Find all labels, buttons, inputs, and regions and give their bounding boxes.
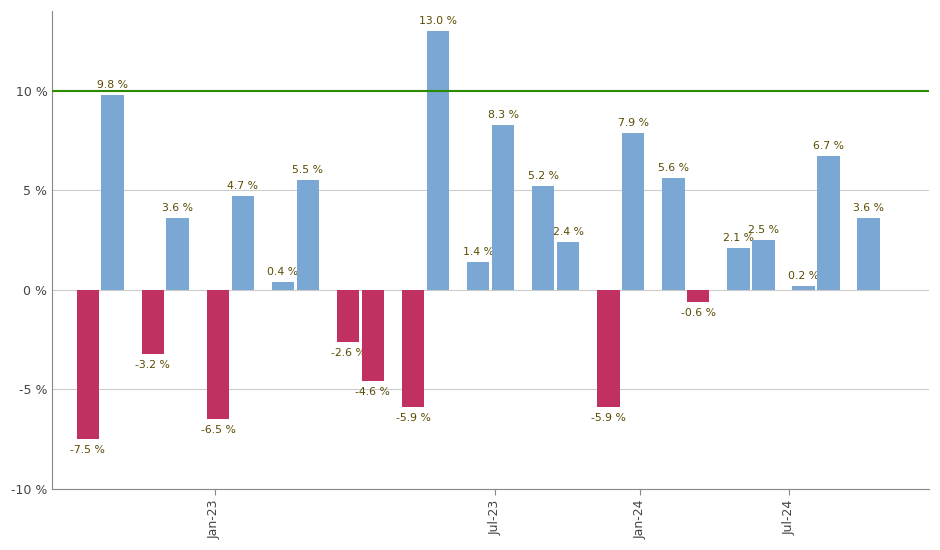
Bar <box>752 240 775 290</box>
Bar <box>337 290 359 342</box>
Bar <box>792 286 815 290</box>
Text: 1.4 %: 1.4 % <box>462 247 494 257</box>
Bar <box>857 218 880 290</box>
Text: 2.5 %: 2.5 % <box>748 225 778 235</box>
Bar <box>532 186 555 290</box>
Text: 2.4 %: 2.4 % <box>553 227 584 237</box>
Bar <box>467 262 490 290</box>
Bar <box>142 290 164 354</box>
Bar <box>662 178 684 290</box>
Bar <box>272 282 294 290</box>
Text: 4.7 %: 4.7 % <box>227 182 258 191</box>
Bar <box>597 290 619 408</box>
Bar <box>817 156 839 290</box>
Text: 5.6 %: 5.6 % <box>658 163 689 173</box>
Bar <box>622 133 645 290</box>
Text: -3.2 %: -3.2 % <box>135 360 170 370</box>
Text: 0.2 %: 0.2 % <box>788 271 819 281</box>
Text: -5.9 %: -5.9 % <box>396 413 431 424</box>
Bar <box>492 125 514 290</box>
Bar <box>362 290 384 382</box>
Text: 9.8 %: 9.8 % <box>97 80 128 90</box>
Text: 3.6 %: 3.6 % <box>163 203 194 213</box>
Text: -0.6 %: -0.6 % <box>681 308 715 318</box>
Text: 6.7 %: 6.7 % <box>813 141 844 151</box>
Text: 2.1 %: 2.1 % <box>723 233 754 243</box>
Bar <box>76 290 99 439</box>
Text: 3.6 %: 3.6 % <box>854 203 884 213</box>
Text: 8.3 %: 8.3 % <box>488 109 519 120</box>
Text: 5.2 %: 5.2 % <box>527 172 558 182</box>
Text: 7.9 %: 7.9 % <box>618 118 649 128</box>
Text: -5.9 %: -5.9 % <box>591 413 626 424</box>
Bar <box>207 290 229 419</box>
Bar <box>556 242 579 290</box>
Text: -4.6 %: -4.6 % <box>355 387 390 398</box>
Text: -7.5 %: -7.5 % <box>70 445 105 455</box>
Text: -2.6 %: -2.6 % <box>331 348 366 358</box>
Bar <box>728 248 750 290</box>
Text: -6.5 %: -6.5 % <box>200 425 235 435</box>
Bar <box>402 290 424 408</box>
Bar <box>297 180 319 290</box>
Text: 13.0 %: 13.0 % <box>419 16 457 26</box>
Text: 5.5 %: 5.5 % <box>292 166 323 175</box>
Bar <box>231 196 254 290</box>
Text: 0.4 %: 0.4 % <box>268 267 299 277</box>
Bar <box>687 290 710 302</box>
Bar <box>427 31 449 290</box>
Bar <box>166 218 189 290</box>
Bar <box>102 95 124 290</box>
